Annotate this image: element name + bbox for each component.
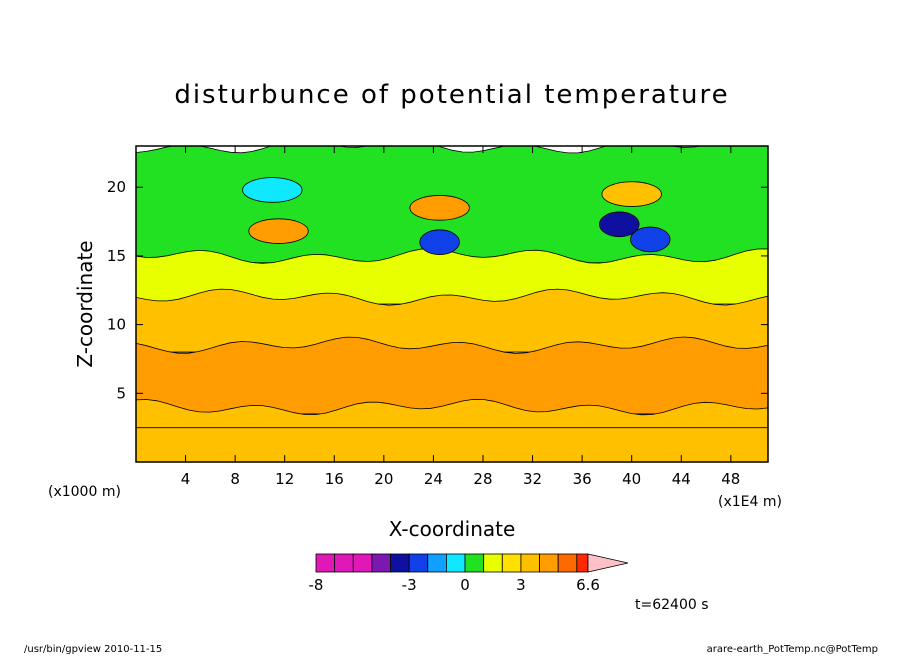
field-band	[136, 336, 768, 415]
field-band	[136, 427, 768, 462]
colorbar-swatch	[576, 553, 589, 573]
colorbar-swatch	[334, 553, 354, 573]
footer-left: /usr/bin/gpview 2010-11-15	[24, 644, 162, 654]
x-axis: 4 8 12 16 20 24 28 32 36 40 44 48	[181, 146, 740, 488]
y-tick-label: 10	[107, 316, 126, 334]
field-feature	[601, 181, 662, 207]
x-tick-label: 28	[473, 470, 492, 488]
field-feature	[242, 177, 303, 203]
colorbar-swatch	[520, 553, 540, 573]
colorbar-tick-label: -3	[402, 576, 417, 594]
colorbar-swatch	[557, 553, 578, 573]
colorbar-swatch	[352, 553, 373, 573]
x-tick-label: 44	[672, 470, 691, 488]
colorbar-tick-label: 0	[460, 576, 470, 594]
footer-right: arare-earth_PotTemp.nc@PotTemp	[707, 644, 878, 654]
x-unit-left: (x1000 m)	[48, 484, 121, 500]
colorbar-labels: -8 -3 0 3 6.6	[309, 576, 600, 594]
field-band	[136, 398, 768, 435]
y-tick-label: 5	[116, 384, 126, 402]
x-tick-label: 36	[573, 470, 592, 488]
field-band	[136, 288, 768, 353]
colorbar-tick-label: -8	[309, 576, 324, 594]
x-unit-right: (x1E4 m)	[718, 494, 782, 510]
x-axis-label: X-coordinate	[389, 517, 516, 541]
y-tick-label: 15	[107, 247, 126, 265]
colorbar-swatch	[408, 553, 429, 573]
field-feature	[599, 211, 640, 238]
x-tick-label: 24	[424, 470, 443, 488]
field-feature	[630, 226, 671, 253]
colorbar-swatch	[464, 553, 485, 573]
field-feature	[419, 229, 460, 255]
y-axis: 5 10 15 20	[107, 178, 768, 402]
colorbar-swatch	[501, 553, 522, 573]
colorbar-swatch	[390, 553, 410, 573]
x-tick-label: 48	[721, 470, 740, 488]
time-label: t=62400 s	[635, 597, 709, 613]
colorbar-swatch	[427, 553, 447, 573]
plot-frame	[135, 145, 769, 463]
x-tick-label: 4	[181, 470, 191, 488]
x-tick-label: 8	[230, 470, 240, 488]
x-tick-label: 12	[275, 470, 294, 488]
colorbar-extend-arrow	[587, 553, 629, 573]
field-feature	[248, 218, 309, 244]
x-tick-label: 16	[325, 470, 344, 488]
field-band	[136, 248, 768, 305]
x-tick-label: 20	[374, 470, 393, 488]
plot-area	[136, 146, 768, 462]
colorbar-swatch	[539, 553, 559, 573]
colorbar-tick-label: 6.6	[576, 576, 600, 594]
colorbar	[315, 553, 629, 573]
colorbar-tick-label: 3	[516, 576, 526, 594]
colorbar-swatch	[315, 553, 336, 573]
chart-title: disturbunce of potential temperature	[174, 80, 729, 110]
y-tick-label: 20	[107, 178, 126, 196]
x-tick-label: 40	[622, 470, 641, 488]
y-axis-label: Z-coordinate	[73, 240, 97, 367]
field-feature	[409, 195, 470, 221]
colorbar-swatch	[371, 553, 391, 573]
colorbar-swatch	[446, 553, 466, 573]
x-tick-label: 32	[523, 470, 542, 488]
colorbar-swatch	[483, 553, 503, 573]
